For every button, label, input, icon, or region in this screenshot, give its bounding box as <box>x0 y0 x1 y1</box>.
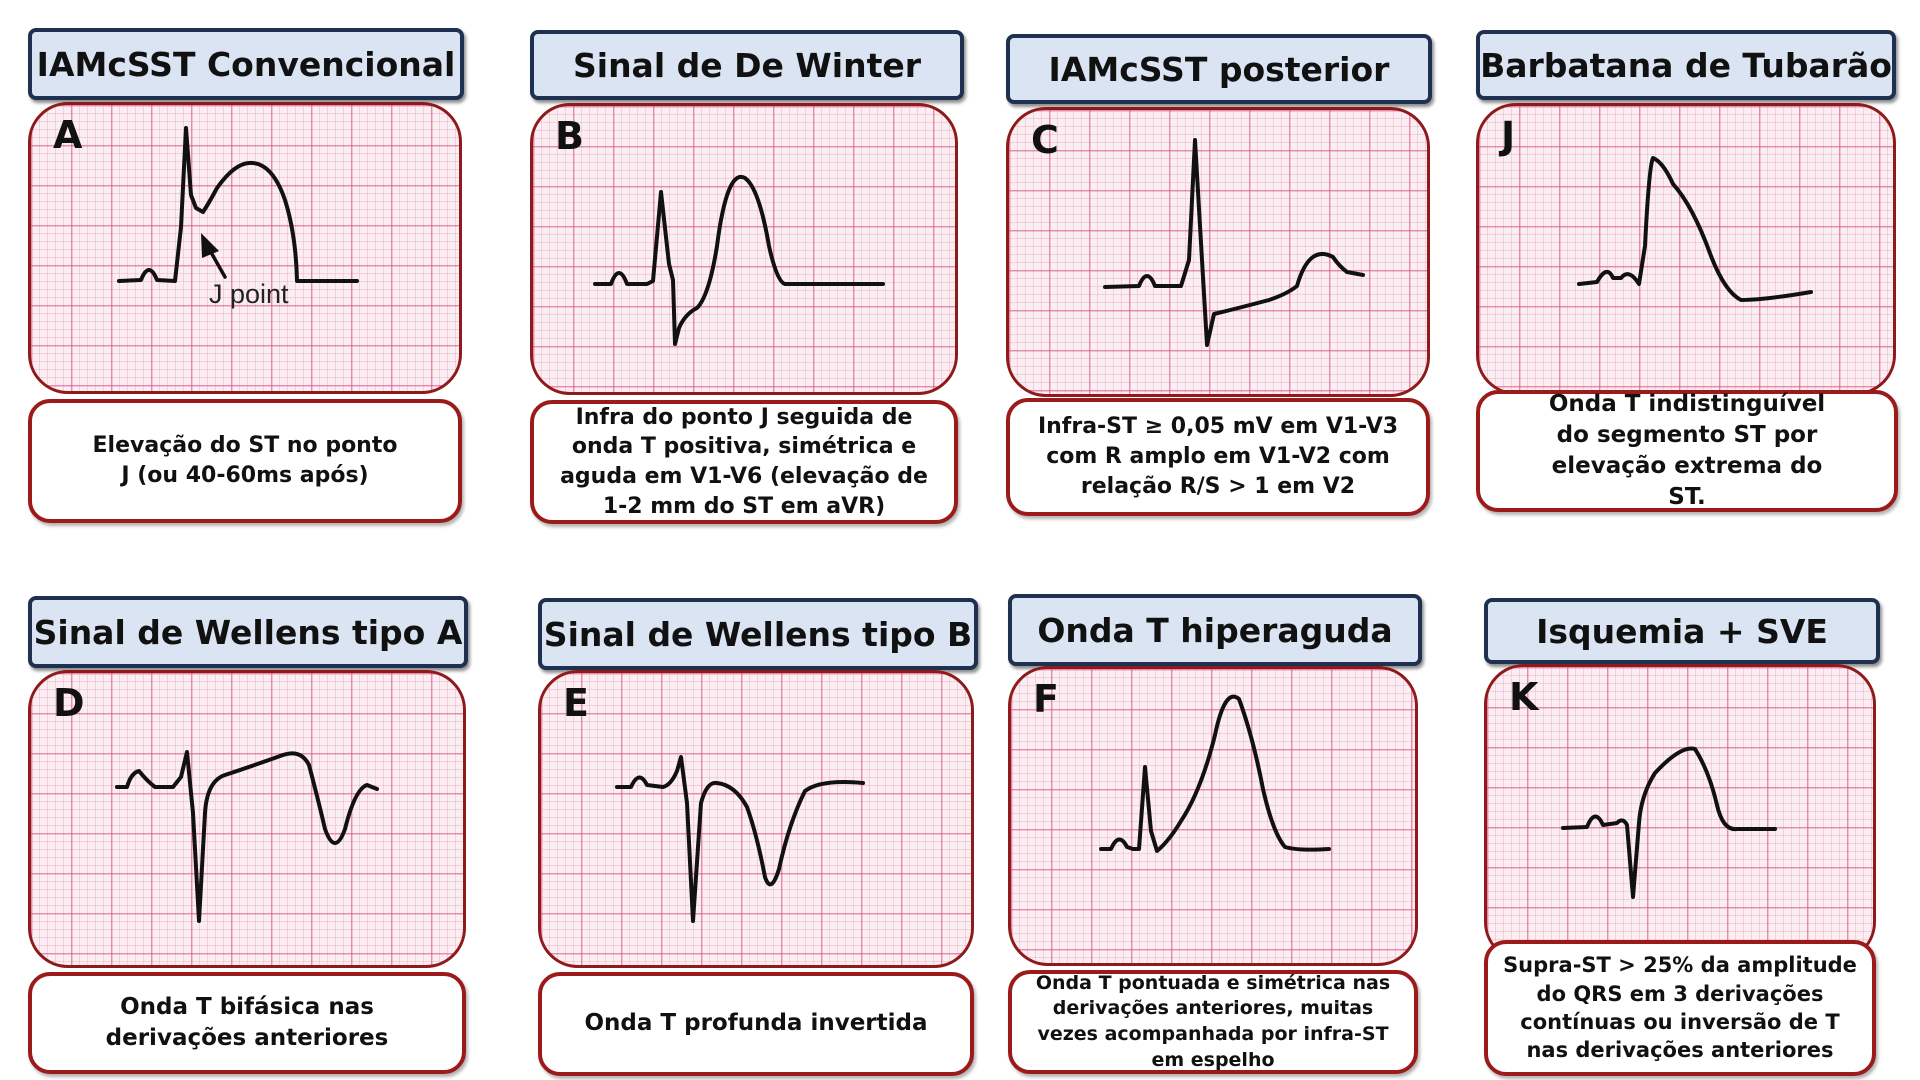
panel-a-letter: A <box>53 113 83 157</box>
panel-j-ecg-svg <box>1577 156 1813 302</box>
panel-c-waveform <box>1103 138 1365 347</box>
panel-b-ecg-svg <box>593 174 885 346</box>
panel-c-description: Infra-ST ≥ 0,05 mV em V1-V3 com R amplo … <box>1006 398 1430 516</box>
panel-j-letter: J <box>1501 114 1516 158</box>
panel-e-title: Sinal de Wellens tipo B <box>538 598 978 670</box>
panel-c-ecg-svg <box>1103 138 1365 347</box>
panel-a-title: IAMcSST Convencional <box>28 28 464 100</box>
panel-b-ecg-grid: B <box>530 103 958 395</box>
panel-b-waveform <box>593 174 885 346</box>
panel-e-waveform <box>615 755 865 923</box>
panel-c-letter: C <box>1031 118 1059 162</box>
panel-d-ecg-grid: D <box>28 670 466 968</box>
panel-f-waveform <box>1099 694 1331 853</box>
panel-f-title: Onda T hiperaguda <box>1008 594 1422 666</box>
panel-d-letter: D <box>53 681 85 725</box>
panel-c-ecg-grid: C <box>1006 107 1430 397</box>
panel-a-waveform <box>117 126 359 283</box>
panel-f-ecg-svg <box>1099 694 1331 853</box>
panel-a-description: Elevação do ST no ponto J (ou 40-60ms ap… <box>28 399 462 523</box>
panel-k-waveform <box>1561 746 1777 899</box>
panel-a-ecg-svg: J point <box>117 126 359 309</box>
panel-b-description: Infra do ponto J seguida de onda T posit… <box>530 400 958 524</box>
panel-k-title: Isquemia + SVE <box>1484 598 1880 664</box>
panel-b-letter: B <box>555 114 584 158</box>
panel-d-title: Sinal de Wellens tipo A <box>28 596 468 668</box>
panel-f-ecg-grid: F <box>1008 666 1418 966</box>
panel-j-title: Barbatana de Tubarão <box>1476 30 1896 100</box>
panel-e-ecg-svg <box>615 755 865 923</box>
panel-k-ecg-grid: K <box>1484 664 1876 962</box>
panel-f-letter: F <box>1033 677 1059 721</box>
panel-f-description: Onda T pontuada e simétrica nas derivaçõ… <box>1008 970 1418 1074</box>
panel-j-description: Onda T indistinguível do segmento ST por… <box>1476 390 1898 512</box>
panel-d-description: Onda T bifásica nas derivações anteriore… <box>28 972 466 1074</box>
panel-e-description: Onda T profunda invertida <box>538 972 974 1076</box>
panel-c-title: IAMcSST posterior <box>1006 34 1432 104</box>
panel-d-ecg-svg <box>115 750 379 923</box>
panel-k-letter: K <box>1509 675 1539 719</box>
panel-e-letter: E <box>563 681 589 725</box>
j-point-label: J point <box>209 279 289 309</box>
panel-a-ecg-grid: A J point <box>28 102 462 394</box>
panel-j-waveform <box>1577 156 1813 302</box>
panel-k-description: Supra-ST > 25% da amplitude do QRS em 3 … <box>1484 940 1876 1076</box>
panel-k-ecg-svg <box>1561 746 1777 899</box>
panel-j-ecg-grid: J <box>1476 103 1896 395</box>
panel-b-title: Sinal de De Winter <box>530 30 964 100</box>
panel-d-waveform <box>115 750 379 923</box>
j-point-arrowhead <box>201 233 219 258</box>
panel-e-ecg-grid: E <box>538 670 974 968</box>
